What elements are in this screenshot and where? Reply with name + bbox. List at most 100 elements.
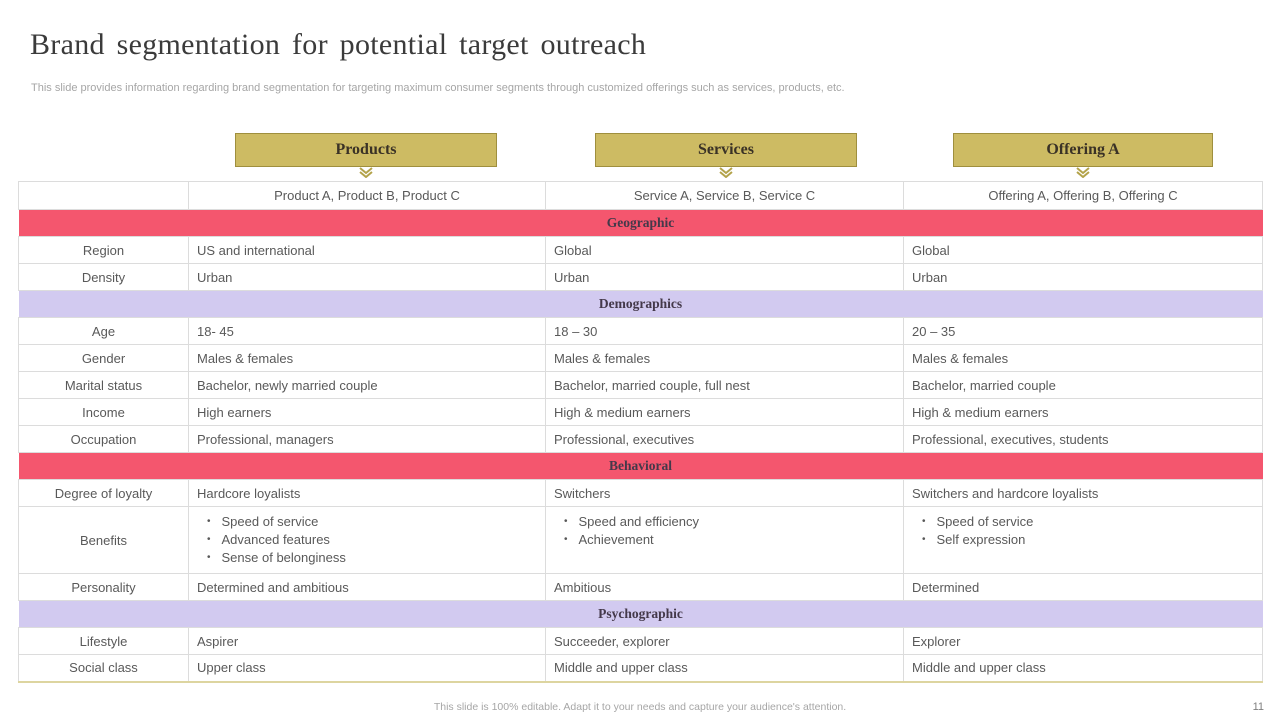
tab-services[interactable]: Services [595,133,857,179]
header-cell: Product A, Product B, Product C [188,181,546,210]
value-cell: Bachelor, married couple, full nest [545,371,904,399]
bullet-icon: • [922,516,926,527]
value-cell: Ambitious [545,573,904,601]
bullet-item: • Achievement [554,531,895,549]
section-band-label: Geographic [18,209,1263,237]
tab-offering-a[interactable]: Offering A [953,133,1213,179]
section-band-behavioral: Behavioral [18,452,1263,480]
row-label: Age [18,317,189,345]
bullet-text: Achievement [578,532,654,547]
value-cell: Urban [545,263,904,291]
table-row: Age 18- 45 18 – 30 20 – 35 [18,317,1263,345]
value-cell: Urban [188,263,546,291]
bullet-icon: • [922,534,926,545]
value-cell: Aspirer [188,627,546,655]
bullet-item: • Speed of service [197,513,537,531]
value-cell: Succeeder, explorer [545,627,904,655]
tab-offering-a-label: Offering A [1046,141,1120,158]
bullet-list-cell: • Speed of service • Advanced features • Sens… [188,506,546,574]
tab-products-label: Products [335,141,397,158]
value-cell: High & medium earners [903,398,1263,426]
value-cell: Males & females [903,344,1263,372]
chevron-down-icon [358,167,374,179]
segmentation-table: Product A, Product B, Product C Service A… [18,181,1263,683]
bullet-text: Speed of service [936,514,1034,529]
section-band-label: Behavioral [18,452,1263,480]
footer-note: This slide is 100% editable. Adapt it to… [433,701,847,713]
bullet-item: • Sense of belonginess [197,549,537,567]
value-cell: Global [903,236,1263,264]
bullet-text: Sense of belonginess [221,550,346,565]
value-cell: 18 – 30 [545,317,904,345]
bullet-text: Speed of service [221,514,319,529]
tab-services-label: Services [698,141,754,158]
value-cell: Males & females [188,344,546,372]
table-row: Social class Upper class Middle and upper … [18,654,1263,682]
value-cell: Global [545,236,904,264]
bullet-list-cell: • Speed and efficiency • Achievement [545,506,904,574]
bullet-list-cell: • Speed of service • Self expression [903,506,1263,574]
tab-products[interactable]: Products [235,133,497,179]
header-empty-cell [18,181,189,210]
value-cell: US and international [188,236,546,264]
value-cell: Switchers and hardcore loyalists [903,479,1263,507]
row-label: Personality [18,573,189,601]
table-row: Marital status Bachelor, newly married co… [18,371,1263,399]
row-label: Income [18,398,189,426]
value-cell: 18- 45 [188,317,546,345]
section-band-label: Demographics [18,290,1263,318]
bullet-item: • Self expression [912,531,1254,549]
value-cell: Bachelor, married couple [903,371,1263,399]
slide-subtitle: This slide provides information regardin… [31,82,845,94]
page-number: 11 [1252,701,1264,713]
bullet-text: Self expression [936,532,1026,547]
row-label: Region [18,236,189,264]
value-cell: Switchers [545,479,904,507]
value-cell: Middle and upper class [545,654,904,682]
table-row: Lifestyle Aspirer Succeeder, explorer Explo… [18,627,1263,655]
row-label: Degree of loyalty [18,479,189,507]
row-label: Gender [18,344,189,372]
value-cell: Professional, executives [545,425,904,453]
row-label: Benefits [18,506,189,574]
table-row: Personality Determined and ambitious Ambit… [18,573,1263,601]
section-band-label: Psychographic [18,600,1263,628]
bullet-icon: • [564,534,568,545]
row-label: Occupation [18,425,189,453]
bullet-icon: • [207,552,211,563]
bullet-icon: • [207,534,211,545]
bullet-item: • Speed and efficiency [554,513,895,531]
section-band-demographics: Demographics [18,290,1263,318]
bullet-item: • Advanced features [197,531,537,549]
row-label: Marital status [18,371,189,399]
table-row: Income High earners High & medium earners H… [18,398,1263,426]
table-row: Density Urban Urban Urban [18,263,1263,291]
row-label: Social class [18,654,189,682]
page-title: Brand segmentation for potential target … [30,28,647,61]
value-cell: Explorer [903,627,1263,655]
table-row: Region US and international Global Global [18,236,1263,264]
value-cell: Professional, executives, students [903,425,1263,453]
bullet-text: Speed and efficiency [578,514,699,529]
value-cell: Males & females [545,344,904,372]
value-cell: 20 – 35 [903,317,1263,345]
value-cell: Bachelor, newly married couple [188,371,546,399]
table-row: Gender Males & females Males & females Male… [18,344,1263,372]
chevron-down-icon [718,167,734,179]
table-row: Degree of loyalty Hardcore loyalists Switc… [18,479,1263,507]
row-label: Density [18,263,189,291]
table-header-row: Product A, Product B, Product C Service A… [18,181,1263,210]
bullet-item: • Speed of service [912,513,1254,531]
row-label: Lifestyle [18,627,189,655]
value-cell: Determined and ambitious [188,573,546,601]
bullet-icon: • [564,516,568,527]
value-cell: Professional, managers [188,425,546,453]
header-cell: Offering A, Offering B, Offering C [903,181,1263,210]
value-cell: Hardcore loyalists [188,479,546,507]
chevron-down-icon [1075,167,1091,179]
value-cell: Middle and upper class [903,654,1263,682]
value-cell: Urban [903,263,1263,291]
bullet-text: Advanced features [221,532,330,547]
section-band-psychographic: Psychographic [18,600,1263,628]
